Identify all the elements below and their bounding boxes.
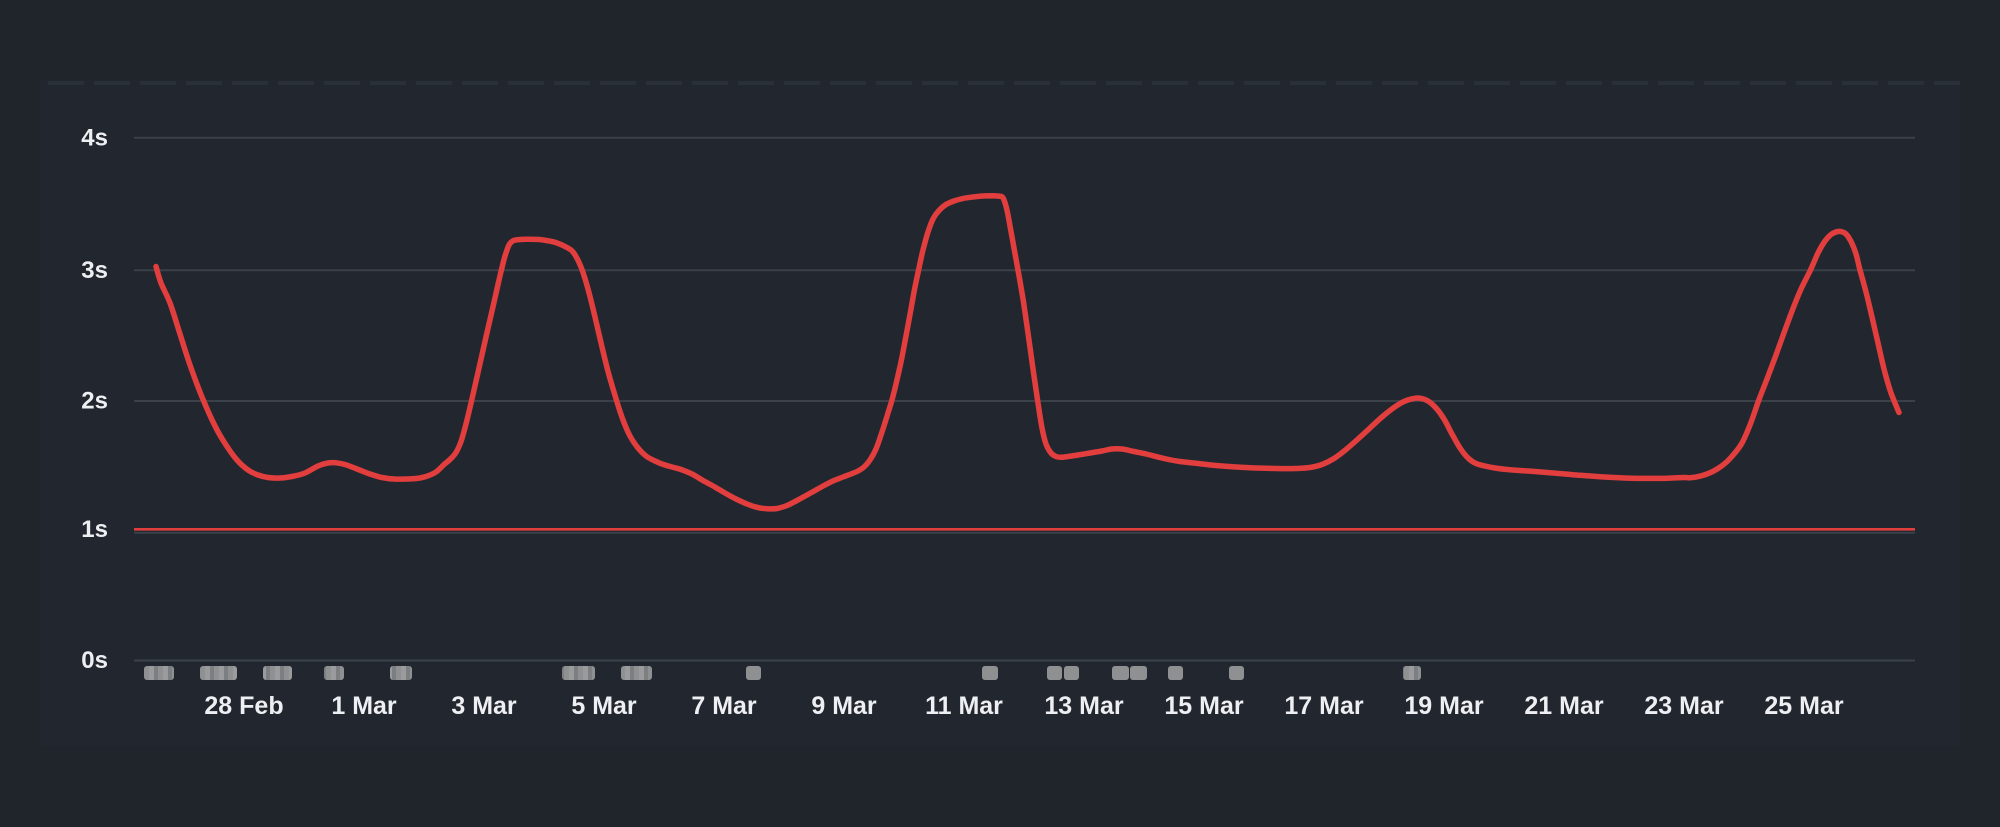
svg-text:7 Mar: 7 Mar: [691, 692, 757, 720]
svg-text:11 Mar: 11 Mar: [925, 692, 1003, 720]
svg-text:5 Mar: 5 Mar: [571, 692, 637, 720]
svg-text:15 Mar: 15 Mar: [1164, 692, 1243, 720]
svg-text:3 Mar: 3 Mar: [451, 692, 517, 720]
svg-text:0s: 0s: [81, 647, 108, 674]
svg-text:1s: 1s: [81, 516, 108, 543]
svg-text:3s: 3s: [81, 257, 108, 284]
svg-text:2s: 2s: [81, 388, 108, 415]
svg-text:28 Feb: 28 Feb: [204, 692, 283, 720]
svg-text:19 Mar: 19 Mar: [1404, 692, 1483, 720]
svg-text:21 Mar: 21 Mar: [1524, 692, 1603, 720]
svg-text:17 Mar: 17 Mar: [1284, 692, 1363, 720]
svg-text:4s: 4s: [81, 124, 108, 151]
svg-text:13 Mar: 13 Mar: [1044, 692, 1123, 720]
svg-text:25 Mar: 25 Mar: [1764, 692, 1843, 720]
svg-text:9 Mar: 9 Mar: [811, 692, 877, 720]
svg-text:1 Mar: 1 Mar: [331, 692, 397, 720]
svg-text:23 Mar: 23 Mar: [1644, 692, 1723, 720]
